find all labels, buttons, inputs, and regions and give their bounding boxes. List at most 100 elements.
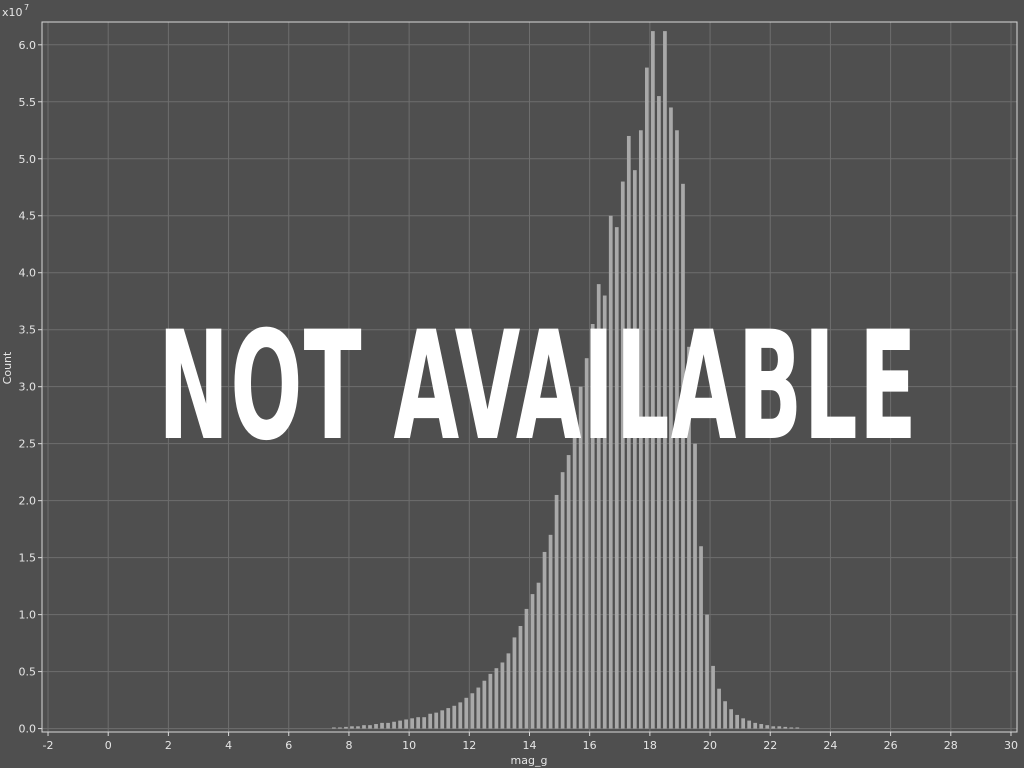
y-tick-label: 0.5	[19, 666, 37, 679]
x-tick-label: 2	[165, 739, 172, 752]
histogram-bar	[362, 725, 366, 729]
histogram-bar	[554, 494, 559, 729]
x-tick-label: 22	[763, 739, 777, 752]
histogram-bar	[632, 170, 637, 729]
histogram-bar	[705, 614, 709, 729]
y-tick-label: 5.0	[19, 153, 37, 166]
histogram-bar	[614, 227, 619, 729]
not-available-overlay: NOT AVAILABLE	[158, 300, 918, 474]
histogram-bar	[771, 726, 776, 729]
histogram-bar	[524, 608, 529, 729]
histogram-bar	[512, 637, 517, 729]
y-tick-label: 3.0	[19, 381, 37, 394]
histogram-bar	[422, 717, 427, 729]
histogram-bar	[398, 720, 402, 729]
histogram-bar	[584, 358, 589, 729]
histogram-bar	[657, 96, 661, 729]
histogram-bar	[735, 714, 740, 729]
histogram-bar	[777, 726, 782, 729]
histogram-bar	[566, 455, 571, 729]
x-tick-label: -2	[43, 739, 54, 752]
histogram-bar	[675, 130, 679, 729]
histogram-bar	[392, 721, 396, 729]
histogram-bar	[747, 720, 752, 729]
x-tick-label: 6	[285, 739, 292, 752]
histogram-bar	[506, 653, 511, 729]
histogram-bar	[783, 726, 788, 729]
histogram-bar	[789, 727, 794, 729]
histogram-bar	[602, 295, 607, 729]
histogram-bar	[644, 67, 649, 729]
histogram-bar	[620, 181, 625, 729]
histogram-bar	[332, 727, 336, 729]
histogram-bar	[404, 719, 408, 729]
histogram-bar	[723, 701, 727, 729]
x-tick-label: 28	[944, 739, 958, 752]
histogram-bar	[410, 718, 415, 729]
histogram-bars	[332, 31, 800, 729]
y-multiplier-exponent: 7	[24, 3, 29, 12]
histogram-bar	[464, 697, 469, 729]
histogram-bar	[699, 546, 703, 729]
y-axis-ticks: 0.0 0.5 1.0 1.5 2.0 2.5 3.0 3.5 4.0 4.5 5.0 5.5 6.0	[19, 39, 42, 736]
histogram-bar	[344, 726, 348, 729]
x-tick-label: 18	[643, 739, 657, 752]
histogram-bar	[452, 705, 457, 729]
histogram-bar	[548, 534, 553, 729]
histogram-bar	[608, 215, 613, 729]
histogram-bar	[681, 183, 685, 729]
grid	[42, 22, 1017, 732]
y-tick-label: 4.0	[19, 267, 37, 280]
histogram-bar	[494, 668, 499, 729]
histogram-bar	[765, 725, 770, 729]
histogram-bar	[386, 722, 390, 729]
y-tick-label: 6.0	[19, 39, 37, 52]
histogram-bar	[470, 693, 475, 729]
y-tick-label: 1.0	[19, 609, 37, 622]
histogram-bar	[596, 284, 601, 729]
y-tick-label: 5.5	[19, 96, 37, 109]
histogram-bar	[476, 687, 481, 729]
x-tick-label: 8	[345, 739, 352, 752]
y-tick-label: 2.5	[19, 438, 37, 451]
y-tick-label: 3.5	[19, 324, 37, 337]
histogram-bar	[572, 415, 577, 729]
histogram-bar	[729, 709, 733, 729]
histogram-bar	[560, 472, 565, 729]
histogram-bar	[380, 722, 384, 729]
x-tick-label: 0	[105, 739, 112, 752]
histogram-bar	[488, 673, 493, 729]
y-multiplier-base: x10	[2, 6, 23, 19]
x-tick-label: 4	[225, 739, 232, 752]
y-tick-label: 2.0	[19, 495, 37, 508]
histogram-bar	[693, 443, 697, 729]
histogram-bar	[669, 107, 673, 729]
y-tick-label: 0.0	[19, 723, 37, 736]
x-axis-ticks: -2 0 2 4 6 8 10 12 14 16 18 20 22 24 26 28 30	[43, 732, 1018, 752]
x-tick-label: 30	[1004, 739, 1018, 752]
histogram-bar	[338, 727, 342, 729]
histogram-bar	[663, 31, 667, 729]
histogram-bar	[500, 662, 505, 729]
histogram-bar	[428, 713, 433, 729]
histogram-bar	[626, 135, 631, 729]
histogram-bar	[638, 130, 643, 729]
histogram-bar	[651, 31, 655, 729]
x-tick-label: 26	[884, 739, 898, 752]
x-tick-label: 20	[703, 739, 717, 752]
x-tick-label: 10	[402, 739, 416, 752]
histogram-bar	[518, 626, 523, 729]
histogram-bar	[753, 722, 758, 729]
histogram-bar	[482, 680, 487, 729]
histogram-bar	[578, 386, 583, 729]
x-tick-label: 12	[462, 739, 476, 752]
histogram-bar	[590, 324, 595, 729]
histogram-bar	[687, 346, 691, 729]
histogram-bar	[368, 725, 372, 729]
histogram-bar	[795, 727, 800, 729]
histogram-bar	[440, 710, 445, 729]
histogram-bar	[717, 688, 721, 729]
histogram-bar	[759, 724, 764, 729]
histogram-bar	[374, 724, 378, 729]
